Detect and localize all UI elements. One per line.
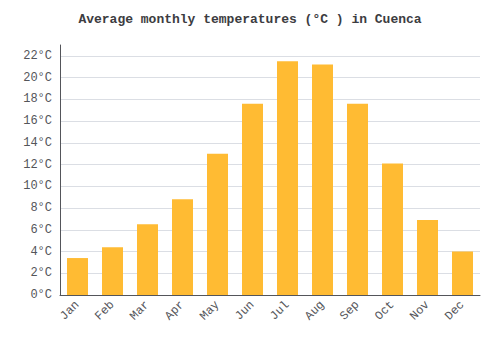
svg-text:Feb: Feb [92,298,117,323]
svg-text:Dec: Dec [442,298,467,323]
svg-text:Jun: Jun [232,298,257,323]
svg-text:12°C: 12°C [23,158,52,172]
svg-text:Aug: Aug [302,298,327,323]
svg-text:10°C: 10°C [23,179,52,193]
svg-text:6°C: 6°C [30,223,52,237]
svg-text:Jan: Jan [57,298,82,323]
svg-text:4°C: 4°C [30,245,52,259]
svg-text:May: May [197,298,222,323]
svg-text:8°C: 8°C [30,201,52,215]
svg-text:0°C: 0°C [30,288,52,302]
svg-text:20°C: 20°C [23,71,52,85]
svg-text:Mar: Mar [127,298,152,323]
svg-text:22°C: 22°C [23,49,52,63]
svg-text:16°C: 16°C [23,114,52,128]
svg-text:18°C: 18°C [23,92,52,106]
svg-text:Nov: Nov [407,298,432,323]
svg-text:Oct: Oct [372,298,397,323]
svg-text:14°C: 14°C [23,136,52,150]
svg-text:Apr: Apr [162,298,187,323]
svg-text:Sep: Sep [337,298,362,323]
svg-text:Jul: Jul [267,298,292,323]
svg-text:2°C: 2°C [30,266,52,280]
svg-text:Average monthly temperatures (: Average monthly temperatures (°C ) in Cu… [78,12,421,27]
